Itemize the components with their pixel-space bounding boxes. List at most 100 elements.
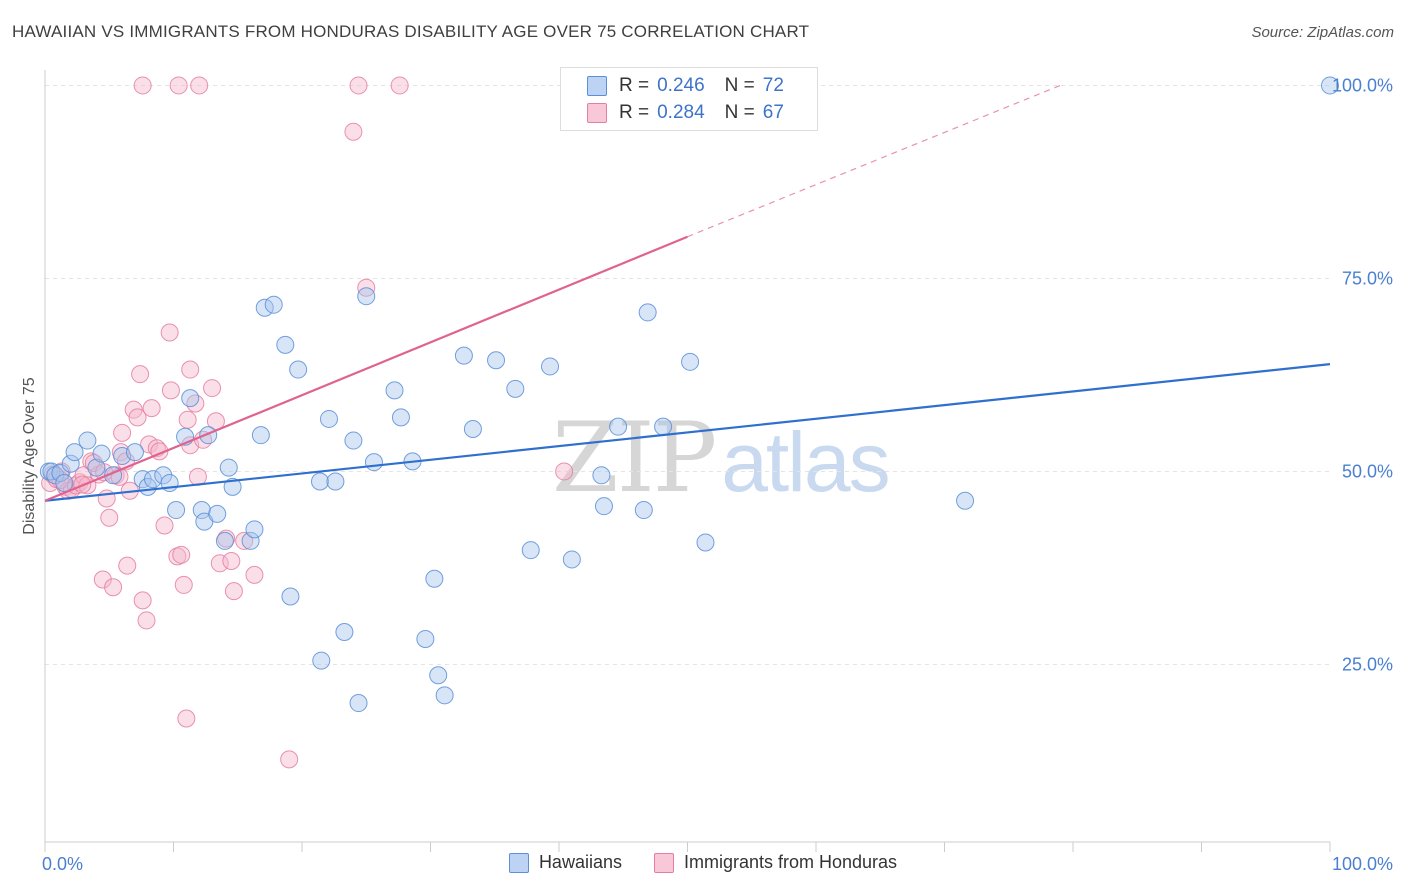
hawaiians-point — [425, 569, 444, 588]
legend-swatch-pink — [653, 852, 674, 873]
y-tick-label: 75.0% — [1342, 268, 1393, 288]
legend-n-label: N = — [724, 102, 755, 123]
legend-n-value: 67 — [762, 102, 784, 123]
hawaiians-point — [192, 501, 211, 520]
hawaiians-point — [349, 694, 368, 713]
y-axis-label: Disability Age Over 75 — [21, 377, 38, 535]
y-tick-label: 100.0% — [1332, 75, 1393, 95]
legend-row-honduras: R = 0.284 N = 67 — [587, 101, 784, 125]
hawaiians-point — [594, 497, 613, 516]
series-legend: Hawaiians Immigrants from Honduras — [0, 852, 1406, 873]
hawaiians-point — [143, 470, 162, 489]
honduras-point — [203, 379, 222, 398]
x-tick-label: 100.0% — [1332, 854, 1393, 874]
hawaiians-point — [364, 453, 383, 472]
legend-n-value: 72 — [762, 75, 784, 96]
honduras-point — [178, 410, 197, 429]
hawaiians-point — [681, 352, 700, 371]
tick-labels: 25.0% 50.0% 75.0% 100.0% 0.0% 100.0% — [42, 75, 1393, 874]
legend-row-hawaiians: R = 0.246 N = 72 — [587, 74, 784, 98]
legend-r-label: R = — [619, 75, 650, 96]
legend-item-hawaiians: Hawaiians — [508, 852, 622, 873]
hawaiians-point — [276, 335, 295, 354]
honduras-point — [280, 750, 299, 769]
legend-label-honduras: Immigrants from Honduras — [683, 852, 898, 872]
hawaiians-point — [310, 472, 329, 491]
hawaiians-point — [264, 295, 283, 314]
honduras-point — [137, 611, 156, 630]
hawaiians-point — [167, 501, 186, 520]
honduras-trend-extension — [687, 84, 1061, 238]
honduras-point — [142, 399, 161, 418]
hawaiians-point — [521, 541, 540, 560]
honduras-point — [155, 516, 174, 535]
honduras-point — [128, 408, 147, 427]
honduras-point — [84, 453, 103, 472]
hawaiians-point — [454, 346, 473, 365]
hawaiians-point — [634, 501, 653, 520]
chart-title: HAWAIIAN VS IMMIGRANTS FROM HONDURAS DIS… — [12, 22, 810, 41]
hawaiians-point — [219, 458, 238, 477]
hawaiians-point — [335, 623, 354, 642]
hawaiians-point — [654, 417, 673, 436]
legend-swatch-blue — [508, 852, 529, 873]
hawaiians-point — [241, 531, 260, 550]
honduras-point — [344, 122, 363, 141]
hawaiians-point — [251, 426, 270, 445]
hawaiians-point — [592, 466, 611, 485]
hawaiians-point — [696, 533, 715, 552]
hawaiians-point — [281, 587, 300, 606]
honduras-point — [349, 76, 368, 95]
hawaiians-point — [92, 444, 111, 463]
hawaiians-point — [125, 443, 144, 462]
hawaiians-point — [51, 463, 70, 482]
honduras-point — [133, 591, 152, 610]
hawaiians-point — [1321, 76, 1339, 95]
watermark-zip: ZIP — [552, 402, 717, 514]
honduras-point — [186, 394, 205, 413]
trend-lines — [44, 84, 1331, 502]
honduras-point — [104, 578, 123, 597]
legend-swatch-blue — [587, 76, 607, 96]
legend-r-label: R = — [619, 102, 650, 123]
honduras-point — [100, 508, 119, 527]
legend-n-label: N = — [724, 75, 755, 96]
honduras-point — [555, 462, 574, 481]
honduras-point — [113, 423, 132, 442]
honduras-point — [161, 381, 180, 400]
honduras-point — [177, 709, 196, 728]
hawaiians-point — [541, 357, 560, 376]
honduras-point — [133, 76, 152, 95]
hawaiians-point — [487, 351, 506, 370]
hawaiians-point — [391, 408, 410, 427]
hawaiians-point — [326, 472, 345, 491]
hawaiians-point — [385, 381, 404, 400]
hawaiians-point — [319, 409, 338, 428]
honduras-point — [235, 531, 254, 550]
honduras-point — [390, 76, 409, 95]
hawaiians-point — [245, 520, 264, 539]
hawaiians-point — [78, 431, 97, 450]
hawaiians-point — [55, 474, 74, 493]
hawaiians-point — [289, 360, 308, 379]
hawaiians-point — [956, 491, 975, 510]
hawaiians-point — [208, 504, 227, 523]
hawaiians-point — [435, 686, 454, 705]
honduras-point — [169, 76, 188, 95]
y-tick-label: 50.0% — [1342, 461, 1393, 481]
hawaiians-point — [463, 419, 482, 438]
hawaiians-trend-line — [44, 363, 1331, 502]
honduras-point — [160, 323, 179, 342]
honduras-point — [131, 365, 150, 384]
legend-r-value: 0.284 — [657, 102, 705, 123]
source-label: Source: ZipAtlas.com — [1251, 24, 1394, 41]
honduras-point — [181, 360, 200, 379]
hawaiians-point — [416, 629, 435, 648]
hawaiians-point — [344, 431, 363, 450]
hawaiians-point — [87, 458, 106, 477]
honduras-point — [118, 556, 137, 575]
honduras-point — [245, 565, 264, 584]
series-honduras-points — [41, 76, 574, 769]
hawaiians-point — [429, 666, 448, 685]
